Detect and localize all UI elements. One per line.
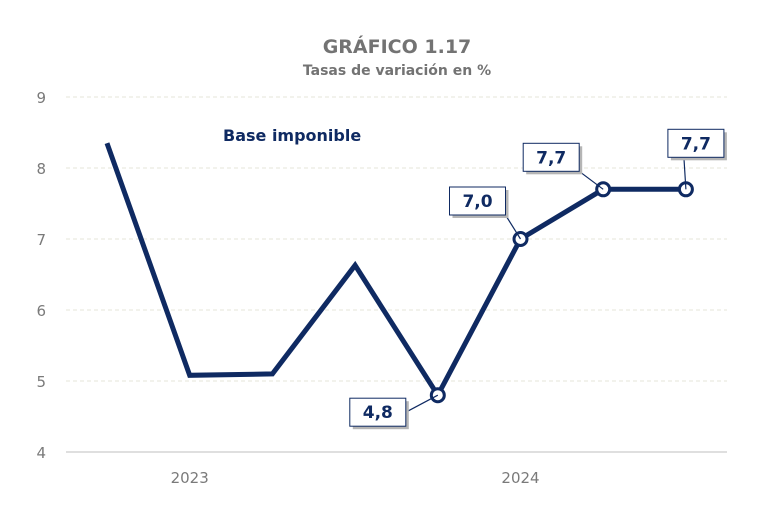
data-label-box <box>667 128 725 158</box>
data-label-box <box>349 397 407 427</box>
x-tick-label: 2024 <box>501 469 539 487</box>
data-label-leader <box>504 214 522 240</box>
y-axis: 4 5 6 7 8 9 <box>36 89 46 462</box>
data-label: 7,0 <box>462 192 492 212</box>
data-label-box <box>449 186 506 216</box>
y-tick-label: 7 <box>36 231 46 249</box>
x-axis: 2023 2024 <box>171 469 540 487</box>
gridlines <box>66 96 727 453</box>
data-label: 7,7 <box>536 148 566 168</box>
y-tick-label: 5 <box>36 373 46 391</box>
plot-area: 4,8 7,0 7,7 7,7 <box>104 128 727 430</box>
data-label: 7,7 <box>681 134 711 154</box>
data-label-leader <box>683 157 687 190</box>
data-label-box <box>522 142 580 172</box>
data-label-leader <box>578 170 604 190</box>
data-label: 4,8 <box>363 403 393 423</box>
y-tick-label: 4 <box>36 444 46 462</box>
y-tick-label: 8 <box>36 160 46 178</box>
series-line <box>104 142 686 401</box>
chart-title: GRÁFICO 1.17 <box>323 35 472 58</box>
data-label-leader <box>405 394 439 413</box>
x-tick-label: 2023 <box>171 469 209 487</box>
y-tick-label: 9 <box>36 89 46 107</box>
chart-subtitle: Tasas de variación en % <box>303 63 491 79</box>
y-tick-label: 6 <box>36 302 46 320</box>
series-label: Base imponible <box>223 126 361 145</box>
